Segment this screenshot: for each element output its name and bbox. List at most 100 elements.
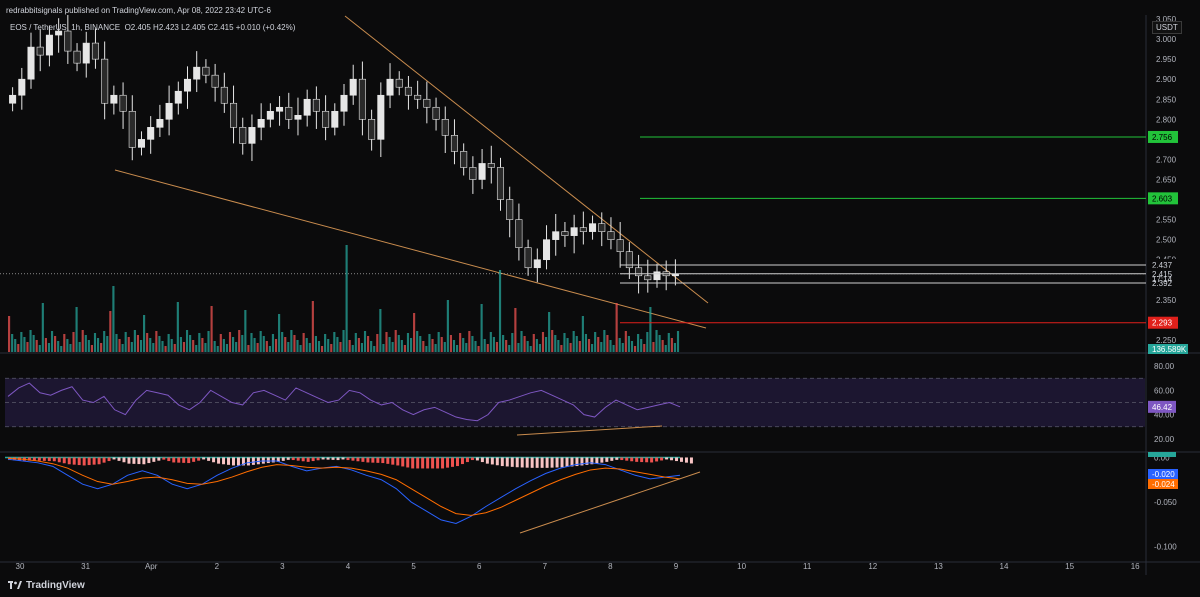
volume-bar bbox=[425, 346, 428, 352]
macd-hist-bar bbox=[232, 457, 235, 466]
macd-hist-bar bbox=[306, 457, 310, 462]
candle-body bbox=[119, 94, 127, 112]
volume-bar bbox=[299, 345, 302, 352]
rsi-value-label: 46.42 bbox=[1152, 403, 1173, 412]
rsi-tick-label: 40.00 bbox=[1154, 411, 1175, 420]
volume-bar bbox=[244, 310, 247, 352]
volume-bar bbox=[23, 337, 26, 352]
volume-bar bbox=[278, 314, 281, 352]
macd-hist-bar bbox=[560, 457, 564, 468]
macd-hist-bar bbox=[351, 457, 355, 461]
rsi-divergence-line bbox=[516, 425, 663, 436]
macd-hist-bar bbox=[689, 457, 693, 464]
macd-hist-bar bbox=[650, 457, 654, 463]
macd-value-label: -0.020 bbox=[1152, 470, 1175, 479]
candle-body bbox=[404, 86, 412, 96]
macd-hist-bar bbox=[217, 457, 221, 464]
candle-body bbox=[239, 127, 247, 144]
volume-bar bbox=[581, 316, 584, 352]
candle-body bbox=[211, 74, 219, 88]
candle-body bbox=[616, 239, 624, 253]
volume-bar bbox=[20, 332, 23, 352]
candle-body bbox=[9, 94, 17, 104]
volume-bar bbox=[388, 337, 391, 352]
candle-body bbox=[285, 106, 293, 120]
volume-bar bbox=[124, 332, 127, 352]
volume-bar bbox=[465, 343, 468, 352]
time-tick-label: 7 bbox=[543, 562, 548, 571]
candle-body bbox=[598, 223, 606, 232]
volume-bar bbox=[551, 330, 554, 352]
volume-bar bbox=[367, 336, 370, 352]
currency-button[interactable]: USDT bbox=[1152, 21, 1182, 34]
macd-hist-bar bbox=[610, 457, 614, 461]
candle-body bbox=[257, 119, 265, 128]
volume-bar bbox=[14, 339, 17, 352]
macd-hist-bar bbox=[291, 457, 295, 461]
symbol-label[interactable]: EOS / TetherUS, 1h, BINANCE bbox=[10, 23, 121, 32]
volume-bar bbox=[514, 308, 517, 352]
macd-tick-label: -0.050 bbox=[1154, 498, 1177, 507]
volume-bar bbox=[339, 342, 342, 352]
level-label: 2.293 bbox=[1152, 319, 1173, 328]
macd-hist-bar bbox=[620, 457, 624, 461]
macd-hist-bar bbox=[222, 457, 226, 465]
volume-bar bbox=[182, 342, 186, 352]
macd-hist-bar bbox=[550, 457, 554, 468]
volume-bar bbox=[195, 345, 198, 352]
macd-hist-bar bbox=[665, 457, 669, 460]
macd-hist-bar bbox=[545, 457, 549, 468]
candle-body bbox=[110, 94, 118, 104]
candle-body bbox=[165, 102, 173, 120]
rsi-tick-label: 80.00 bbox=[1154, 362, 1175, 371]
macd-hist-bar bbox=[356, 457, 360, 462]
volume-bar bbox=[594, 332, 597, 352]
volume-bar bbox=[443, 342, 446, 352]
footer: TradingView bbox=[8, 580, 85, 591]
candle-body bbox=[55, 30, 63, 36]
volume-bar bbox=[167, 334, 170, 352]
footer-brand[interactable]: TradingView bbox=[26, 580, 85, 591]
volume-bar bbox=[78, 342, 81, 352]
macd-hist-bar bbox=[376, 457, 380, 463]
macd-hist-bar bbox=[162, 457, 166, 460]
volume-bar bbox=[232, 337, 235, 352]
price-tick-label: 2.800 bbox=[1156, 115, 1177, 124]
candle-body bbox=[515, 219, 523, 248]
candle-body bbox=[137, 139, 146, 148]
price-tick-label: 3.000 bbox=[1156, 35, 1177, 44]
candle-body bbox=[294, 114, 302, 120]
volume-bar bbox=[563, 333, 566, 352]
time-tick-label: 13 bbox=[934, 562, 943, 571]
macd-hist-bar bbox=[87, 457, 91, 466]
volume-bar bbox=[317, 341, 321, 352]
volume-bar bbox=[391, 342, 394, 352]
volume-bar bbox=[575, 336, 578, 352]
volume-bar bbox=[198, 333, 201, 352]
volume-bar bbox=[238, 330, 241, 352]
volume-bar bbox=[284, 337, 287, 352]
countdown-label: 17:14 bbox=[1152, 275, 1173, 284]
candle-body bbox=[579, 227, 587, 232]
macd-hist-bar bbox=[117, 457, 121, 461]
candle-body bbox=[312, 98, 320, 112]
rsi-tick-label: 60.00 bbox=[1154, 386, 1175, 395]
candle-body bbox=[635, 267, 643, 277]
macd-hist-bar bbox=[505, 457, 509, 467]
volume-bar bbox=[354, 333, 357, 352]
candle-body bbox=[266, 110, 274, 120]
macd-hist-bar bbox=[107, 457, 111, 462]
macd-hist-bar bbox=[37, 457, 41, 461]
volume-bar bbox=[434, 344, 437, 352]
volume-bar bbox=[554, 335, 557, 352]
volume-bar bbox=[265, 341, 268, 352]
volume-bar bbox=[373, 346, 376, 352]
volume-bar bbox=[133, 330, 136, 352]
time-tick-label: Apr bbox=[145, 562, 158, 571]
volume-bar bbox=[520, 331, 523, 352]
volume-bar bbox=[259, 331, 262, 352]
macd-hist-bar bbox=[301, 457, 305, 462]
candle-body bbox=[230, 102, 238, 128]
macd-hist-bar bbox=[152, 457, 156, 462]
